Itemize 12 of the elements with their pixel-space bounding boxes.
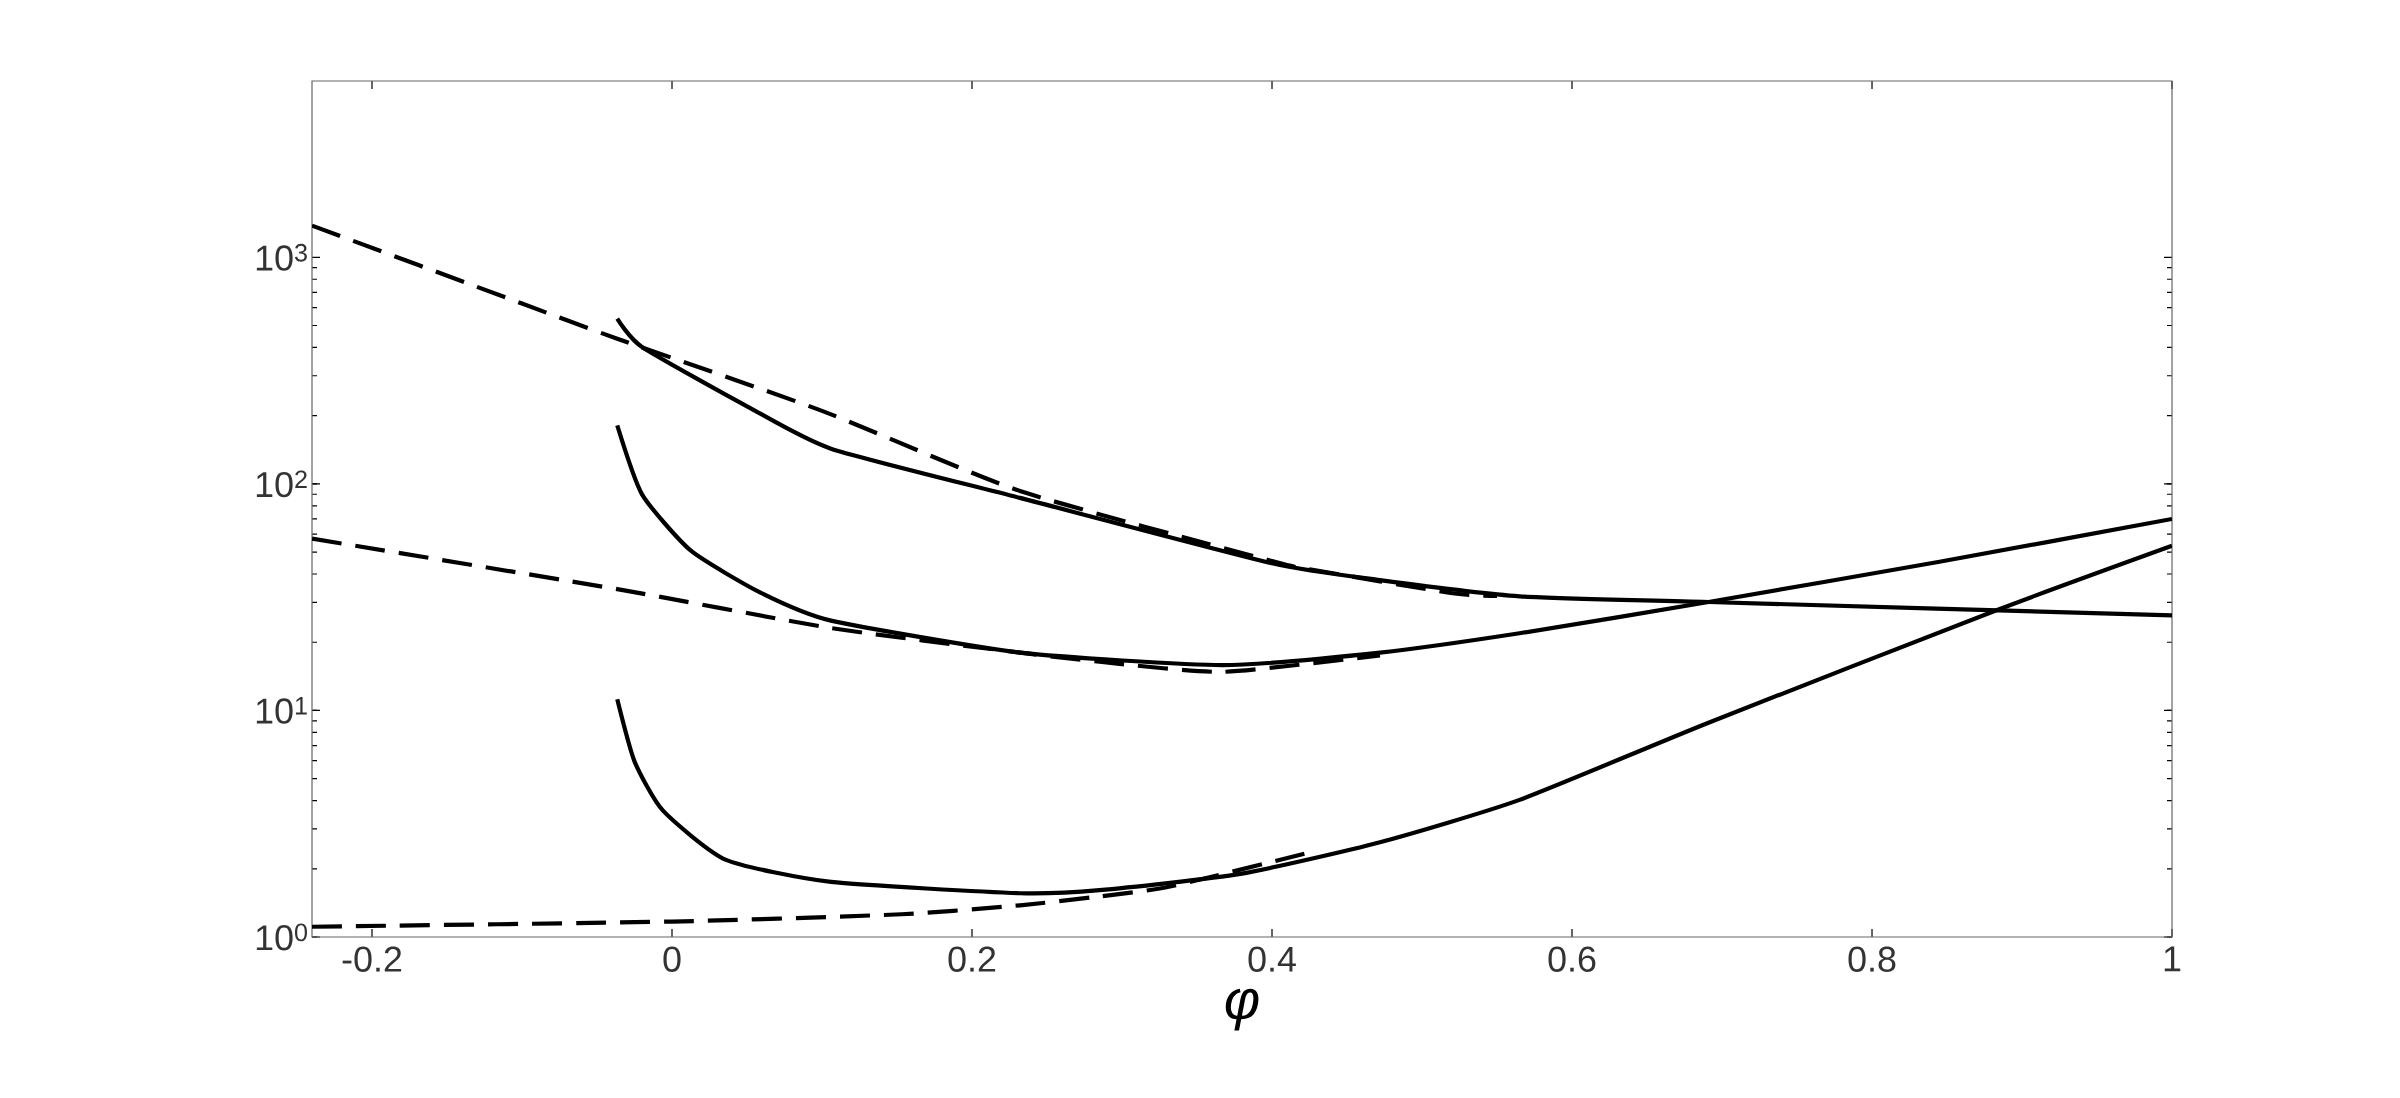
y-tick-label: 10$^{3}$ bbox=[256, 243, 307, 271]
x-tick-label: 0.8 bbox=[1848, 946, 1896, 972]
y-tick-label: 10$^{1}$ bbox=[256, 697, 307, 724]
x-tick-label: 1 bbox=[2164, 946, 2181, 972]
x-tick-label: -0.2 bbox=[342, 946, 402, 972]
x-tick-label: 0.2 bbox=[948, 946, 996, 972]
x-axis-title: φ bbox=[1225, 988, 1259, 1031]
y-tick-label: 10$^{2}$ bbox=[256, 470, 307, 498]
x-tick-label: 0.4 bbox=[1248, 946, 1296, 972]
x-tick-label: 0.6 bbox=[1548, 946, 1596, 972]
x-tick-label: 0 bbox=[663, 946, 681, 972]
y-tick-label: 10$^{0}$ bbox=[256, 923, 308, 951]
